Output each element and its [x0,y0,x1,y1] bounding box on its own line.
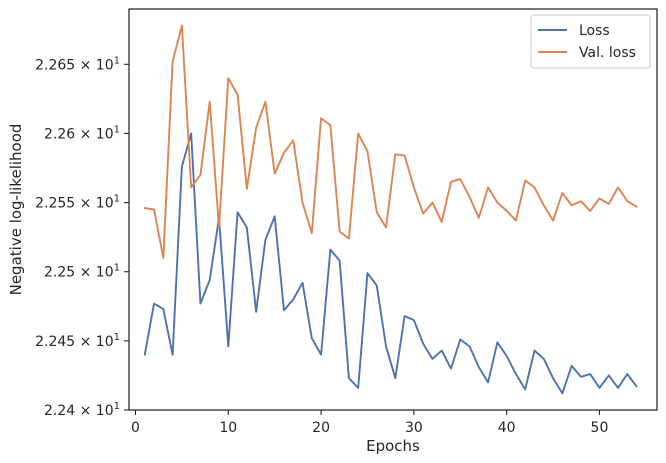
series-line-val-loss [143,24,638,259]
x-tick-label: 10 [219,420,237,436]
x-tick-label: 50 [591,420,609,436]
y-tick-mantissa: 2.255 × 10 [35,196,114,212]
plot-area [128,8,658,411]
x-tick-label: 30 [405,420,423,436]
x-tick-label: 40 [498,420,516,436]
y-tick-exponent: 1 [114,124,120,135]
legend-box [530,14,651,69]
y-tick-label: 2.25 × 101 [44,263,120,281]
y-tick-label: 2.24 × 101 [44,401,120,419]
y-tick-mantissa: 2.26 × 10 [44,126,114,142]
y-tick-mantissa: 2.24 × 10 [44,403,114,419]
legend: Loss Val. loss [530,14,651,69]
x-tick-label: 20 [312,420,330,436]
y-tick-mantissa: 2.245 × 10 [35,334,114,350]
y-tick-label: 2.245 × 101 [35,332,120,350]
y-tick-label: 2.255 × 101 [35,194,120,212]
series-line-loss [143,132,638,395]
y-tick-mantissa: 2.25 × 10 [44,265,114,281]
legend-label-loss: Loss [579,23,610,39]
series-layer [143,24,638,395]
x-tick-label: 0 [131,420,140,436]
axes-frame [128,8,658,411]
y-tick-exponent: 1 [114,401,120,412]
y-tick-label: 2.26 × 101 [44,124,120,142]
y-tick-label: 2.265 × 101 [35,55,120,73]
y-axis-label: Negative log-likelihood [7,124,25,296]
y-tick-mantissa: 2.265 × 10 [35,57,114,73]
x-axis: 0 10 20 30 40 50 [131,410,608,436]
y-tick-exponent: 1 [114,55,120,66]
y-tick-exponent: 1 [114,263,120,274]
y-tick-exponent: 1 [114,194,120,205]
y-tick-exponent: 1 [114,332,120,343]
legend-label-val-loss: Val. loss [579,45,636,61]
x-axis-label: Epochs [366,437,420,455]
